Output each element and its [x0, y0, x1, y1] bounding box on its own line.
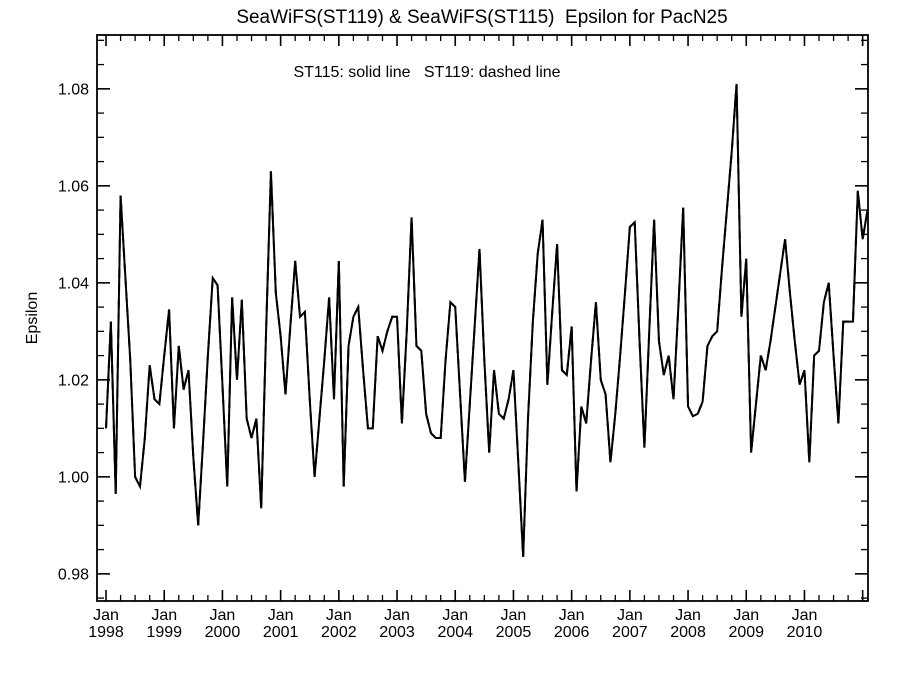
y-tick-label: 1.08 — [58, 81, 89, 98]
y-tick-label: 1.04 — [58, 275, 89, 292]
y-tick-label: 1.00 — [58, 469, 89, 486]
x-tick-label-month: Jan — [151, 607, 177, 624]
legend-annotation: ST115: solid line ST119: dashed line — [293, 64, 560, 81]
x-tick-label-year: 2003 — [379, 624, 415, 641]
x-tick-label-year: 2009 — [728, 624, 764, 641]
x-tick-label-year: 2005 — [496, 624, 532, 641]
data-series — [105, 83, 869, 557]
x-tick-label-year: 2000 — [205, 624, 241, 641]
x-tick-label-month: Jan — [442, 607, 468, 624]
x-tick-label-month: Jan — [675, 607, 701, 624]
axes: 0.981.001.021.041.061.08Jan1998Jan1999Ja… — [58, 34, 869, 641]
y-axis-label: Epsilon — [24, 292, 41, 344]
x-tick-label-month: Jan — [93, 607, 119, 624]
x-tick-label-month: Jan — [326, 607, 352, 624]
x-tick-label-year: 1999 — [146, 624, 182, 641]
x-tick-label-year: 2010 — [787, 624, 823, 641]
x-tick-label-year: 2006 — [554, 624, 590, 641]
x-tick-label-month: Jan — [268, 607, 294, 624]
x-tick-label-year: 2008 — [670, 624, 706, 641]
x-tick-label-month: Jan — [501, 607, 527, 624]
x-tick-label-month: Jan — [792, 607, 818, 624]
y-tick-label: 1.06 — [58, 178, 89, 195]
chart-title: SeaWiFS(ST119) & SeaWiFS(ST115) Epsilon … — [236, 7, 727, 28]
plot-frame — [96, 34, 869, 602]
x-tick-label-year: 2002 — [321, 624, 357, 641]
x-tick-label-year: 2007 — [612, 624, 648, 641]
x-tick-label-year: 1998 — [88, 624, 124, 641]
x-tick-label-month: Jan — [733, 607, 759, 624]
y-tick-label: 1.02 — [58, 372, 89, 389]
x-tick-label-month: Jan — [210, 607, 236, 624]
x-tick-label-month: Jan — [559, 607, 585, 624]
x-tick-label-year: 2004 — [437, 624, 473, 641]
x-tick-label-year: 2001 — [263, 624, 299, 641]
x-tick-label-month: Jan — [384, 607, 410, 624]
y-tick-label: 0.98 — [58, 566, 89, 583]
series-line-ST115 — [105, 83, 869, 557]
x-tick-label-month: Jan — [617, 607, 643, 624]
series-line-ST119 — [105, 83, 869, 557]
